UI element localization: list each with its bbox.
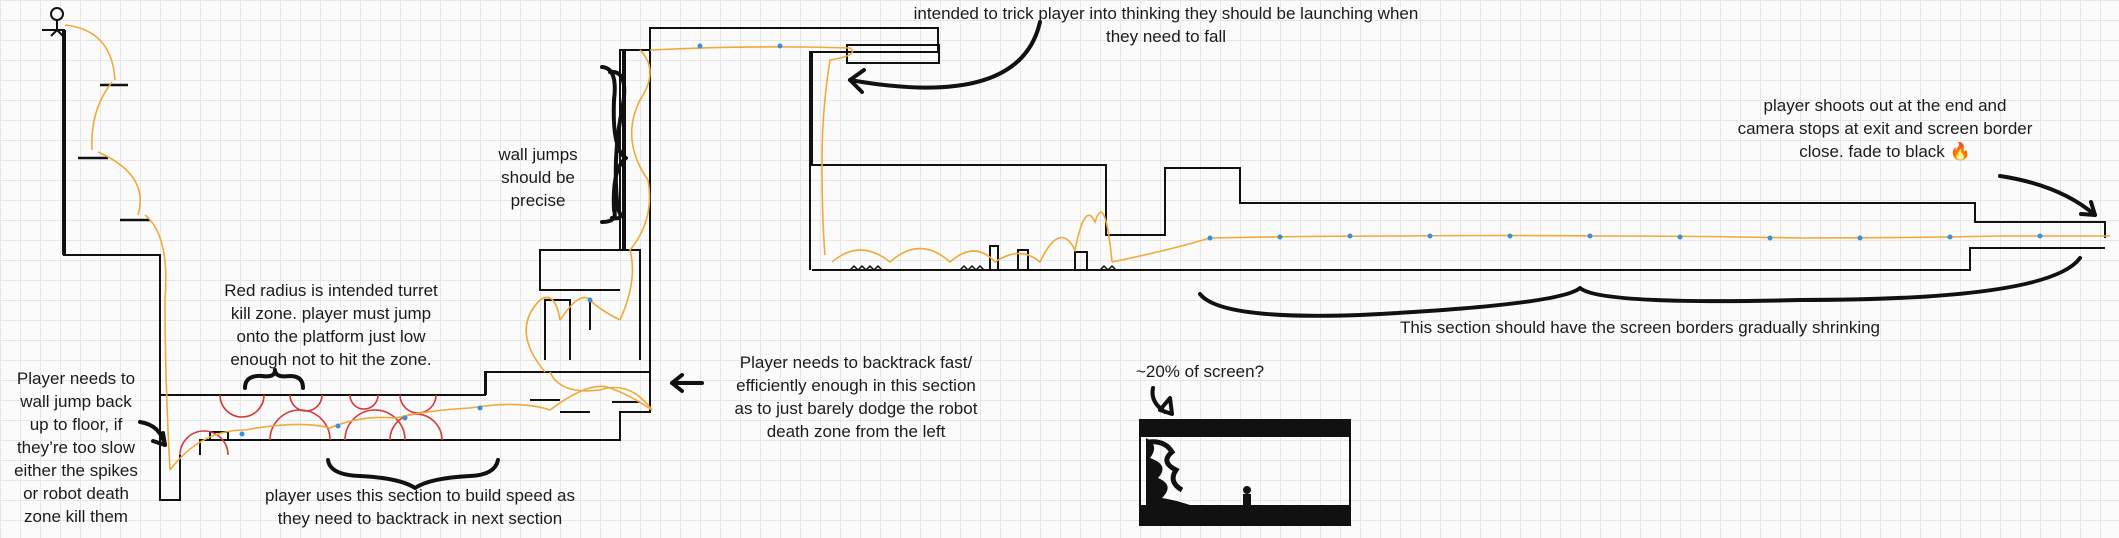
checkpoints [239, 43, 2043, 437]
wall-jump-brace [600, 65, 628, 224]
annotation-shrinking: This section should have the screen bord… [1399, 318, 1881, 337]
annotation-screen-pct: ~20% of screen? [1135, 362, 1265, 381]
annotation-wall-jumps: wall jumps should be precise [498, 145, 578, 210]
level-walls [42, 27, 2106, 501]
annotation-build-speed: player uses this section to build speed … [265, 486, 575, 528]
annotation-backtrack: Player needs to backtrack fast/ efficien… [734, 353, 978, 441]
annotation-exit: player shoots out at the end and camera … [1737, 96, 2033, 161]
annotation-wall-jump-back: Player needs to wall jump back up to flo… [14, 369, 138, 526]
annotation-marks [138, 20, 2097, 490]
screen-preview [1139, 419, 1351, 526]
platforms [78, 83, 640, 413]
annotation-turret: Red radius is intended turret kill zone.… [224, 281, 438, 369]
player-figure-start [50, 7, 64, 37]
spikes [849, 264, 1117, 272]
player-path [64, 24, 2110, 471]
annotation-trick: intended to trick player into thinking t… [913, 4, 1419, 46]
